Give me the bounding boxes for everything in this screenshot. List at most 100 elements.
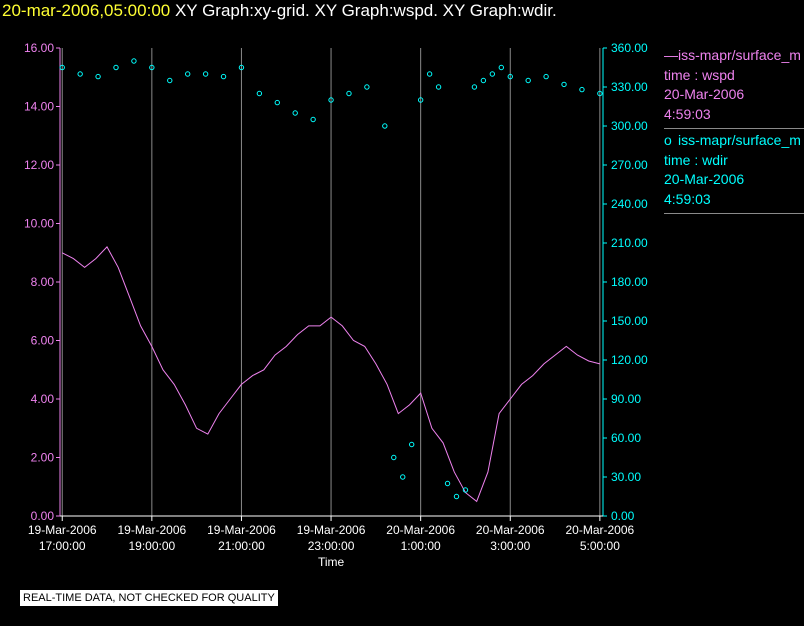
wdir-point-23 (426, 71, 433, 77)
x-tick-time-5: 3:00:00 (490, 539, 530, 553)
wdir-point-26 (453, 493, 460, 500)
wdir-point-36 (579, 86, 585, 93)
chart-title: 20-mar-2006,05:00:00 XY Graph:xy-grid. X… (2, 1, 557, 21)
wdir-point-13 (292, 110, 298, 116)
series-wdir (59, 58, 603, 500)
x-tick-time-3: 23:00:00 (308, 539, 355, 553)
wdir-point-29 (480, 77, 487, 84)
wdir-point-19 (391, 454, 397, 461)
wdir-point-6 (167, 77, 173, 84)
wdir-point-5 (149, 64, 155, 71)
right-tick-label-8: 240.00 (611, 197, 648, 211)
wdir-point-2 (95, 73, 101, 80)
x-tick-date-3: 19-Mar-2006 (297, 523, 366, 537)
right-tick-label-4: 120.00 (611, 353, 648, 367)
wdir-point-3 (113, 64, 119, 71)
wdir-point-15 (328, 97, 334, 103)
left-tick-label-5: 10.00 (24, 217, 54, 231)
x-tick-date-0: 19-Mar-2006 (28, 523, 97, 537)
x-tick-time-2: 21:00:00 (218, 539, 265, 553)
legend-wdir-time: 4:59:03 (664, 190, 711, 207)
right-tick-label-10: 300.00 (611, 119, 648, 133)
wdir-point-28 (471, 84, 478, 90)
wdir-point-21 (408, 441, 415, 448)
wdir-point-18 (382, 123, 388, 129)
wdir-point-30 (489, 71, 496, 77)
x-tick-date-2: 19-Mar-2006 (207, 523, 276, 537)
x-tick-time-1: 19:00:00 (128, 539, 175, 553)
legend: —iss-mapr/surface_m time : wspd 20-Mar-2… (664, 46, 804, 216)
right-tick-label-2: 60.00 (611, 431, 641, 445)
legend-item-wspd: —iss-mapr/surface_m time : wspd 20-Mar-2… (664, 46, 804, 129)
x-tick-time-4: 1:00:00 (401, 539, 441, 553)
legend-wdir-fields: time : wdir (664, 151, 728, 168)
left-tick-label-4: 8.00 (31, 275, 55, 289)
wdir-point-8 (202, 71, 209, 77)
legend-wdir-name: iss-mapr/surface_m (678, 132, 801, 148)
wdir-point-1 (77, 71, 83, 77)
legend-wspd-time: 4:59:03 (664, 105, 711, 122)
right-tick-label-1: 30.00 (611, 470, 641, 484)
wdir-point-14 (310, 116, 316, 123)
legend-item-wdir: o iss-mapr/surface_m time : wdir 20-Mar-2… (664, 131, 804, 214)
left-tick-label-7: 14.00 (24, 100, 54, 114)
left-axis-ticks: 0.00 2.00 4.00 6.00 8.00 10.00 12.00 14.00 16.00 (24, 41, 60, 523)
wdir-point-24 (435, 84, 442, 90)
wdir-point-37 (597, 90, 603, 97)
wspd-line (61, 246, 601, 503)
legend-wspd-name: iss-mapr/surface_m (678, 47, 801, 63)
wdir-point-17 (364, 84, 370, 90)
x-tick-time-0: 17:00:00 (39, 539, 86, 553)
wdir-point-27 (462, 487, 469, 493)
left-tick-label-1: 2.00 (31, 451, 55, 465)
legend-wdir-date: 20-Mar-2006 (664, 171, 745, 187)
circle-marker-icon: o (664, 132, 672, 148)
left-tick-label-6: 12.00 (24, 158, 54, 172)
right-tick-label-7: 210.00 (611, 236, 648, 250)
wdir-point-7 (184, 71, 191, 77)
legend-wspd-date: 20-Mar-2006 (664, 86, 745, 102)
legend-wspd-fields: time : wspd (664, 66, 735, 83)
x-tick-date-5: 20-Mar-2006 (476, 523, 545, 537)
right-tick-label-9: 270.00 (611, 158, 648, 172)
wdir-point-11 (256, 90, 263, 97)
wdir-point-4 (131, 58, 137, 64)
wdir-point-34 (543, 73, 549, 80)
left-tick-label-2: 4.00 (31, 392, 55, 406)
right-tick-label-5: 150.00 (611, 314, 648, 328)
wdir-point-25 (444, 480, 451, 487)
grid-lines (61, 48, 601, 516)
wdir-point-31 (498, 64, 504, 71)
title-datetime: 20-mar-2006,05:00:00 (2, 1, 171, 20)
wdir-point-9 (220, 73, 227, 80)
right-tick-label-6: 180.00 (611, 275, 648, 289)
wdir-point-32 (507, 73, 513, 80)
left-tick-label-0: 0.00 (31, 509, 55, 523)
right-tick-label-0: 0.00 (611, 509, 635, 523)
time-axis-ticks: 19-Mar-2006 17:00:00 19-Mar-2006 19:00:00 19… (28, 516, 635, 553)
right-axis-ticks: 0.00 30.00 60.00 90.00 120.00 150.00 180.00 210… (603, 41, 648, 523)
right-tick-label-3: 90.00 (611, 392, 641, 406)
wdir-point-22 (417, 97, 424, 103)
x-tick-time-6: 5:00:00 (580, 539, 620, 553)
wdir-point-0 (59, 64, 65, 71)
wdir-point-12 (274, 99, 280, 106)
left-tick-label-8: 16.00 (24, 41, 54, 55)
series-wspd (61, 246, 601, 503)
wdir-point-20 (400, 474, 406, 480)
title-graph-list: XY Graph:xy-grid. XY Graph:wspd. XY Grap… (174, 1, 557, 20)
left-tick-label-3: 6.00 (31, 334, 55, 348)
line-swatch-icon: — (664, 47, 678, 63)
wdir-point-16 (346, 90, 352, 97)
x-tick-date-1: 19-Mar-2006 (117, 523, 186, 537)
x-tick-date-6: 20-Mar-2006 (566, 523, 635, 537)
x-axis-label: Time (318, 555, 345, 569)
quality-notice: REAL-TIME DATA, NOT CHECKED FOR QUALITY (20, 590, 278, 606)
x-tick-date-4: 20-Mar-2006 (386, 523, 455, 537)
wdir-point-10 (238, 64, 245, 71)
right-tick-label-12: 360.00 (611, 41, 648, 55)
wdir-point-33 (525, 77, 531, 84)
wdir-point-35 (561, 81, 567, 88)
right-tick-label-11: 330.00 (611, 80, 648, 94)
